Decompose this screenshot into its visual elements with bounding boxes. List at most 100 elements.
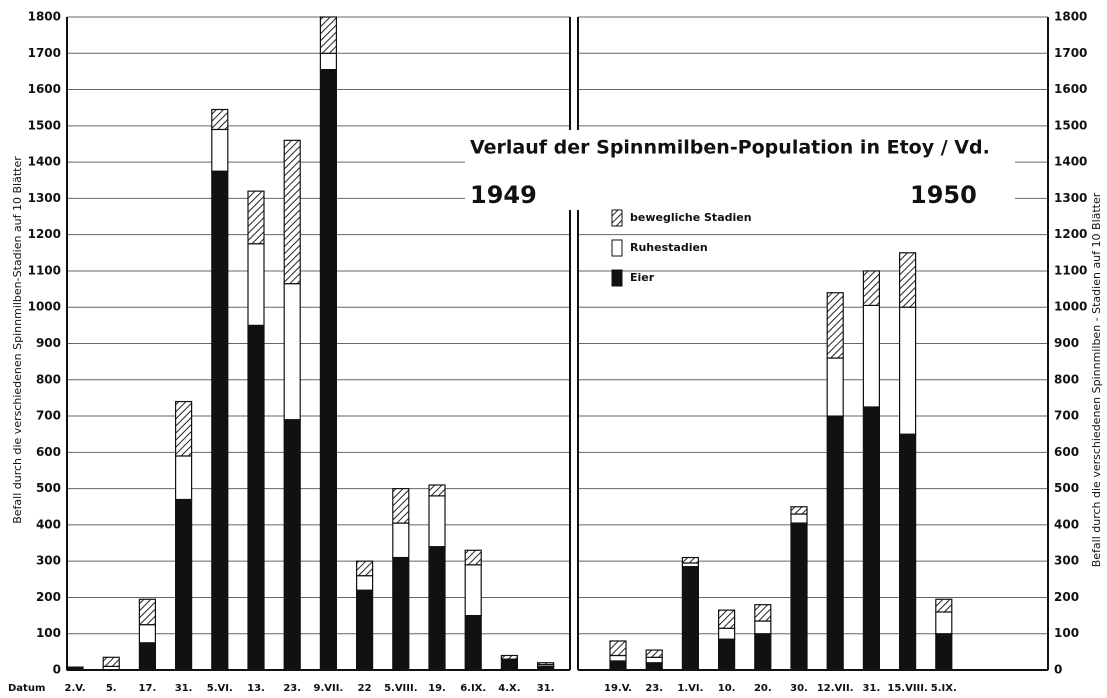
bar-segment [681, 566, 700, 671]
bar-segment [392, 556, 410, 671]
bar-segment [464, 549, 482, 566]
bar-segment [645, 656, 663, 664]
y-tick-label: 400 [1054, 517, 1079, 531]
y-tick-label: 200 [1054, 590, 1079, 604]
x-tick-label: 17. [139, 683, 157, 694]
x-tick-label: 6.IX. [460, 683, 486, 694]
y-tick-label: 500 [1054, 481, 1079, 495]
bar-segment [392, 522, 410, 559]
x-axis-label: Datum [8, 683, 45, 694]
bar-segment [319, 69, 337, 671]
x-tick-label: 19.V. [604, 683, 632, 694]
y-tick-label: 1000 [28, 300, 61, 314]
bar-segment [790, 522, 808, 671]
bar-segment [356, 589, 374, 671]
y-tick-label: 1300 [1054, 191, 1087, 205]
bar-segment [826, 292, 844, 359]
bar-segment [175, 455, 193, 501]
bar-segment [862, 304, 881, 408]
y-tick-label: 900 [36, 336, 61, 350]
y-tick-label: 300 [36, 554, 61, 568]
bar-segment [102, 656, 120, 667]
y-axis-label: Befall durch die verschiedenen Spinnmilb… [1090, 192, 1103, 567]
bar-segment [138, 598, 156, 626]
legend-swatch [611, 209, 623, 227]
x-tick-label: 20. [754, 683, 772, 694]
y-tick-label: 700 [1054, 409, 1079, 423]
bar-segment [428, 484, 446, 497]
bar-segment [247, 324, 265, 671]
bar-segment [356, 560, 374, 577]
y-tick-label: 1100 [28, 263, 61, 277]
title-bg [465, 130, 1015, 210]
y-tick-label: 0 [1054, 663, 1062, 677]
x-tick-label: 31. [537, 683, 555, 694]
bar-segment [935, 598, 953, 613]
y-tick-label: 1700 [28, 46, 61, 60]
y-tick-label: 1500 [28, 118, 61, 132]
legend-swatch [611, 269, 623, 287]
x-tick-label: 5.IX. [931, 683, 957, 694]
x-tick-label: 10. [718, 683, 736, 694]
bar-segment [935, 611, 953, 635]
y-tick-label: 400 [36, 517, 61, 531]
bar-segment [862, 406, 881, 671]
bar-segment [898, 433, 917, 671]
y-tick-label: 600 [36, 445, 61, 459]
bar-segment [790, 513, 808, 524]
panel-year: 1950 [910, 181, 977, 209]
legend-label: bewegliche Stadien [630, 211, 752, 224]
bar-segment [500, 654, 518, 660]
bar-segment [138, 624, 156, 644]
bar-segment [754, 604, 772, 622]
y-tick-label: 1100 [1054, 263, 1087, 277]
bar-segment [681, 556, 700, 564]
bar-segment [826, 415, 844, 671]
y-tick-label: 600 [1054, 445, 1079, 459]
y-tick-label: 100 [36, 626, 61, 640]
bar-segment [464, 614, 482, 671]
y-tick-label: 1400 [28, 155, 61, 169]
bar-segment [935, 633, 953, 671]
x-tick-label: 23. [283, 683, 301, 694]
x-tick-label: 5. [106, 683, 117, 694]
x-tick-label: 22 [358, 683, 372, 694]
x-tick-label: 4.X. [498, 683, 520, 694]
y-axis-label: Befall durch die verschiedenen Spinnmilb… [11, 156, 24, 524]
x-tick-label: 2.V. [64, 683, 85, 694]
y-tick-label: 1800 [28, 10, 61, 24]
bar-segment [283, 139, 301, 285]
bar-segment [428, 495, 446, 548]
y-tick-label: 1300 [28, 191, 61, 205]
bar-segment [862, 270, 881, 307]
x-tick-label: 31. [863, 683, 881, 694]
y-tick-label: 1700 [1054, 46, 1087, 60]
y-tick-label: 1800 [1054, 10, 1087, 24]
y-tick-label: 900 [1054, 336, 1079, 350]
bar-segment [138, 642, 156, 671]
bar-segment [175, 498, 193, 671]
bar-segment [500, 658, 518, 671]
bar-segment [428, 546, 446, 671]
chart-title: Verlauf der Spinnmilben-Population in Et… [470, 137, 990, 159]
y-tick-label: 800 [1054, 372, 1079, 386]
x-tick-label: 5.VIII. [384, 683, 417, 694]
bar-segment [754, 620, 772, 635]
y-tick-label: 700 [36, 409, 61, 423]
bar-segment [211, 128, 229, 172]
bar-segment [717, 627, 736, 640]
y-tick-label: 1600 [1054, 82, 1087, 96]
x-tick-label: 30. [790, 683, 808, 694]
x-tick-label: 1.VI. [677, 683, 703, 694]
bar-segment [609, 660, 627, 671]
y-tick-label: 1200 [28, 227, 61, 241]
y-tick-label: 0 [53, 663, 61, 677]
bar-segment [283, 419, 301, 671]
y-tick-label: 100 [1054, 626, 1079, 640]
y-tick-label: 500 [36, 481, 61, 495]
bar-segment [717, 609, 736, 629]
legend-label: Ruhestadien [630, 241, 708, 254]
bar-segment [247, 243, 265, 326]
